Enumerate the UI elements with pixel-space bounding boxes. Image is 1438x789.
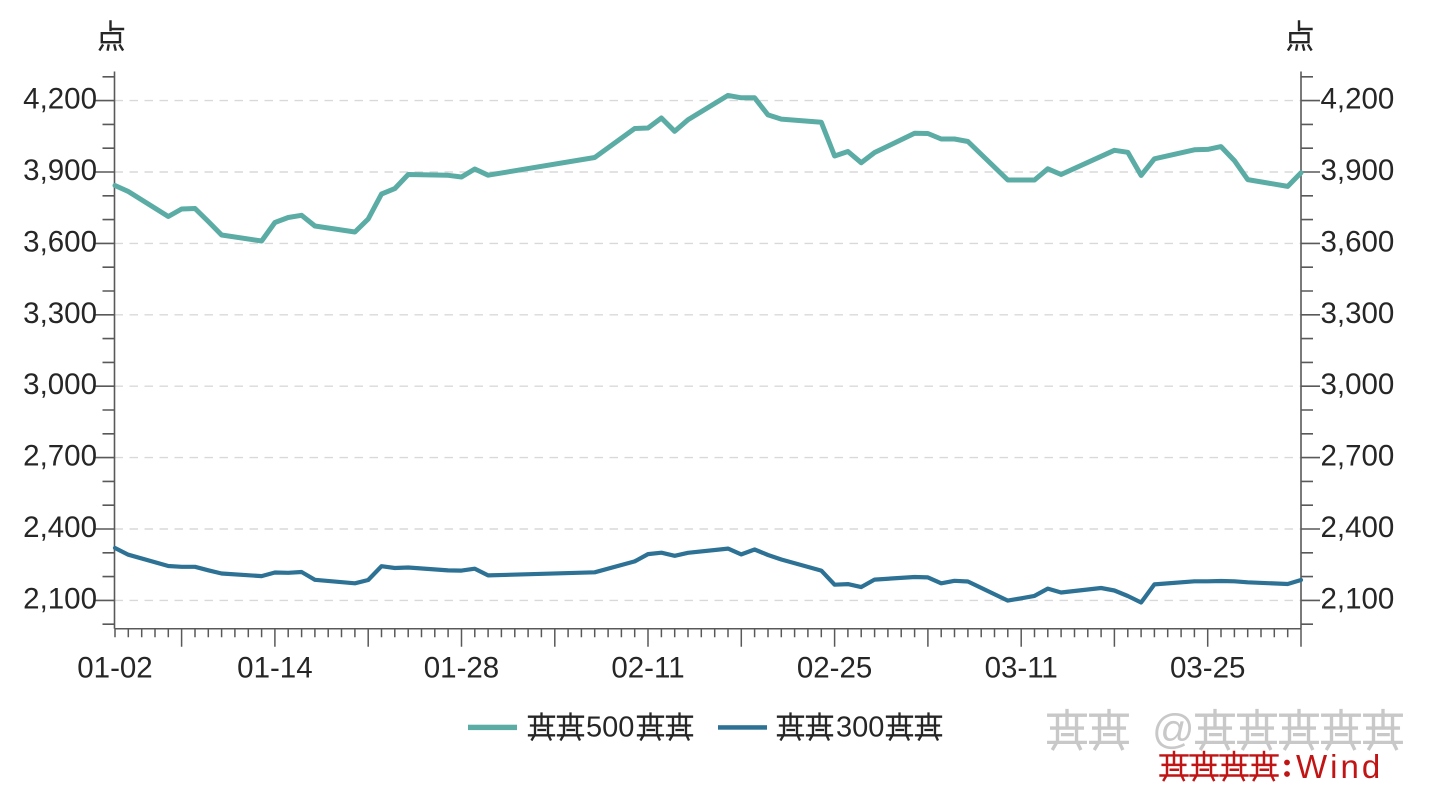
svg-text:300: 300 (836, 712, 884, 744)
svg-text:3,900: 3,900 (23, 154, 97, 187)
svg-text:03-25: 03-25 (1170, 652, 1245, 685)
svg-text:3,600: 3,600 (23, 225, 97, 258)
svg-text:2,400: 2,400 (1321, 511, 1395, 544)
svg-text:3,300: 3,300 (23, 297, 97, 330)
svg-text:Wind: Wind (1296, 748, 1383, 785)
svg-text:01-14: 01-14 (237, 652, 312, 685)
svg-text:3,000: 3,000 (1321, 368, 1395, 401)
svg-text:@: @ (1150, 703, 1193, 750)
svg-text:2,100: 2,100 (1321, 582, 1395, 615)
svg-text:3,000: 3,000 (23, 368, 97, 401)
svg-text:3,600: 3,600 (1321, 225, 1395, 258)
svg-text:4,200: 4,200 (23, 83, 97, 116)
svg-text:2,100: 2,100 (23, 582, 97, 615)
svg-text:@: @ (1152, 706, 1195, 753)
svg-text:500: 500 (586, 712, 634, 744)
svg-text:4,200: 4,200 (1321, 83, 1395, 116)
svg-text:01-28: 01-28 (424, 652, 499, 685)
svg-text:03-11: 03-11 (985, 652, 1058, 685)
svg-text:02-11: 02-11 (611, 652, 684, 685)
svg-text:2,700: 2,700 (1321, 440, 1395, 473)
svg-text:2,400: 2,400 (23, 511, 97, 544)
svg-text:02-25: 02-25 (797, 652, 872, 685)
svg-text:01-02: 01-02 (77, 652, 152, 685)
svg-text:3,900: 3,900 (1321, 154, 1395, 187)
svg-text:3,300: 3,300 (1321, 297, 1395, 330)
svg-text:2,700: 2,700 (23, 440, 97, 473)
